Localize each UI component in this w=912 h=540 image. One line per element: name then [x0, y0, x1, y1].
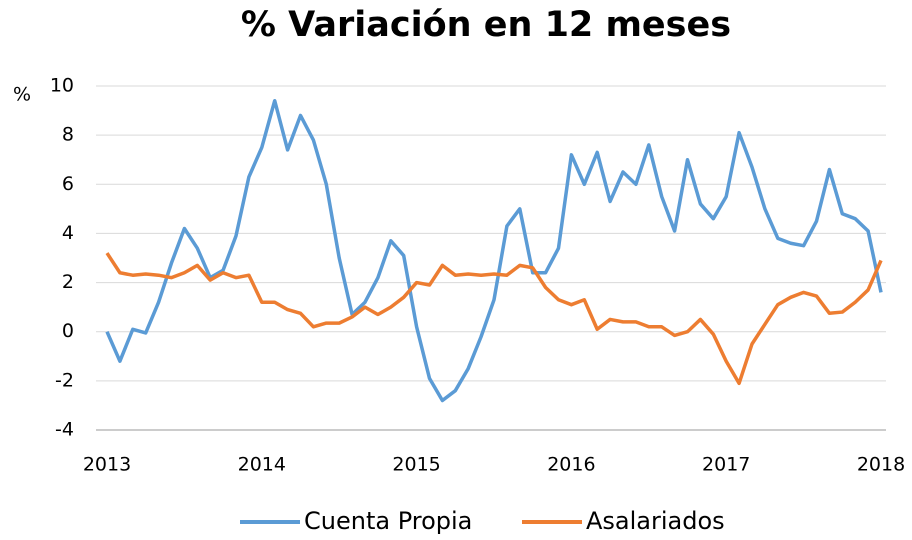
y-tick-label: 10 — [50, 75, 74, 97]
x-tick-label: 2016 — [547, 454, 595, 476]
series-line — [105, 98, 883, 403]
x-tick-label: 2017 — [702, 454, 750, 476]
y-tick-label: 6 — [62, 173, 74, 195]
y-axis-label: % — [13, 84, 31, 106]
legend-label: Asalariados — [586, 507, 725, 535]
x-tick-label: 2018 — [857, 454, 905, 476]
y-tick-label: 8 — [62, 124, 74, 146]
chart-title: % Variación en 12 meses — [241, 5, 731, 45]
legend-label: Cuenta Propia — [304, 507, 472, 535]
y-tick-label: 2 — [62, 271, 74, 293]
x-tick-label: 2015 — [392, 454, 440, 476]
y-tick-label: -4 — [55, 419, 74, 441]
x-tick-label: 2014 — [238, 454, 286, 476]
series-line — [105, 252, 883, 386]
y-tick-label: -2 — [55, 369, 74, 391]
y-tick-label: 0 — [62, 320, 74, 342]
x-tick-label: 2013 — [83, 454, 131, 476]
y-tick-label: 4 — [62, 222, 74, 244]
